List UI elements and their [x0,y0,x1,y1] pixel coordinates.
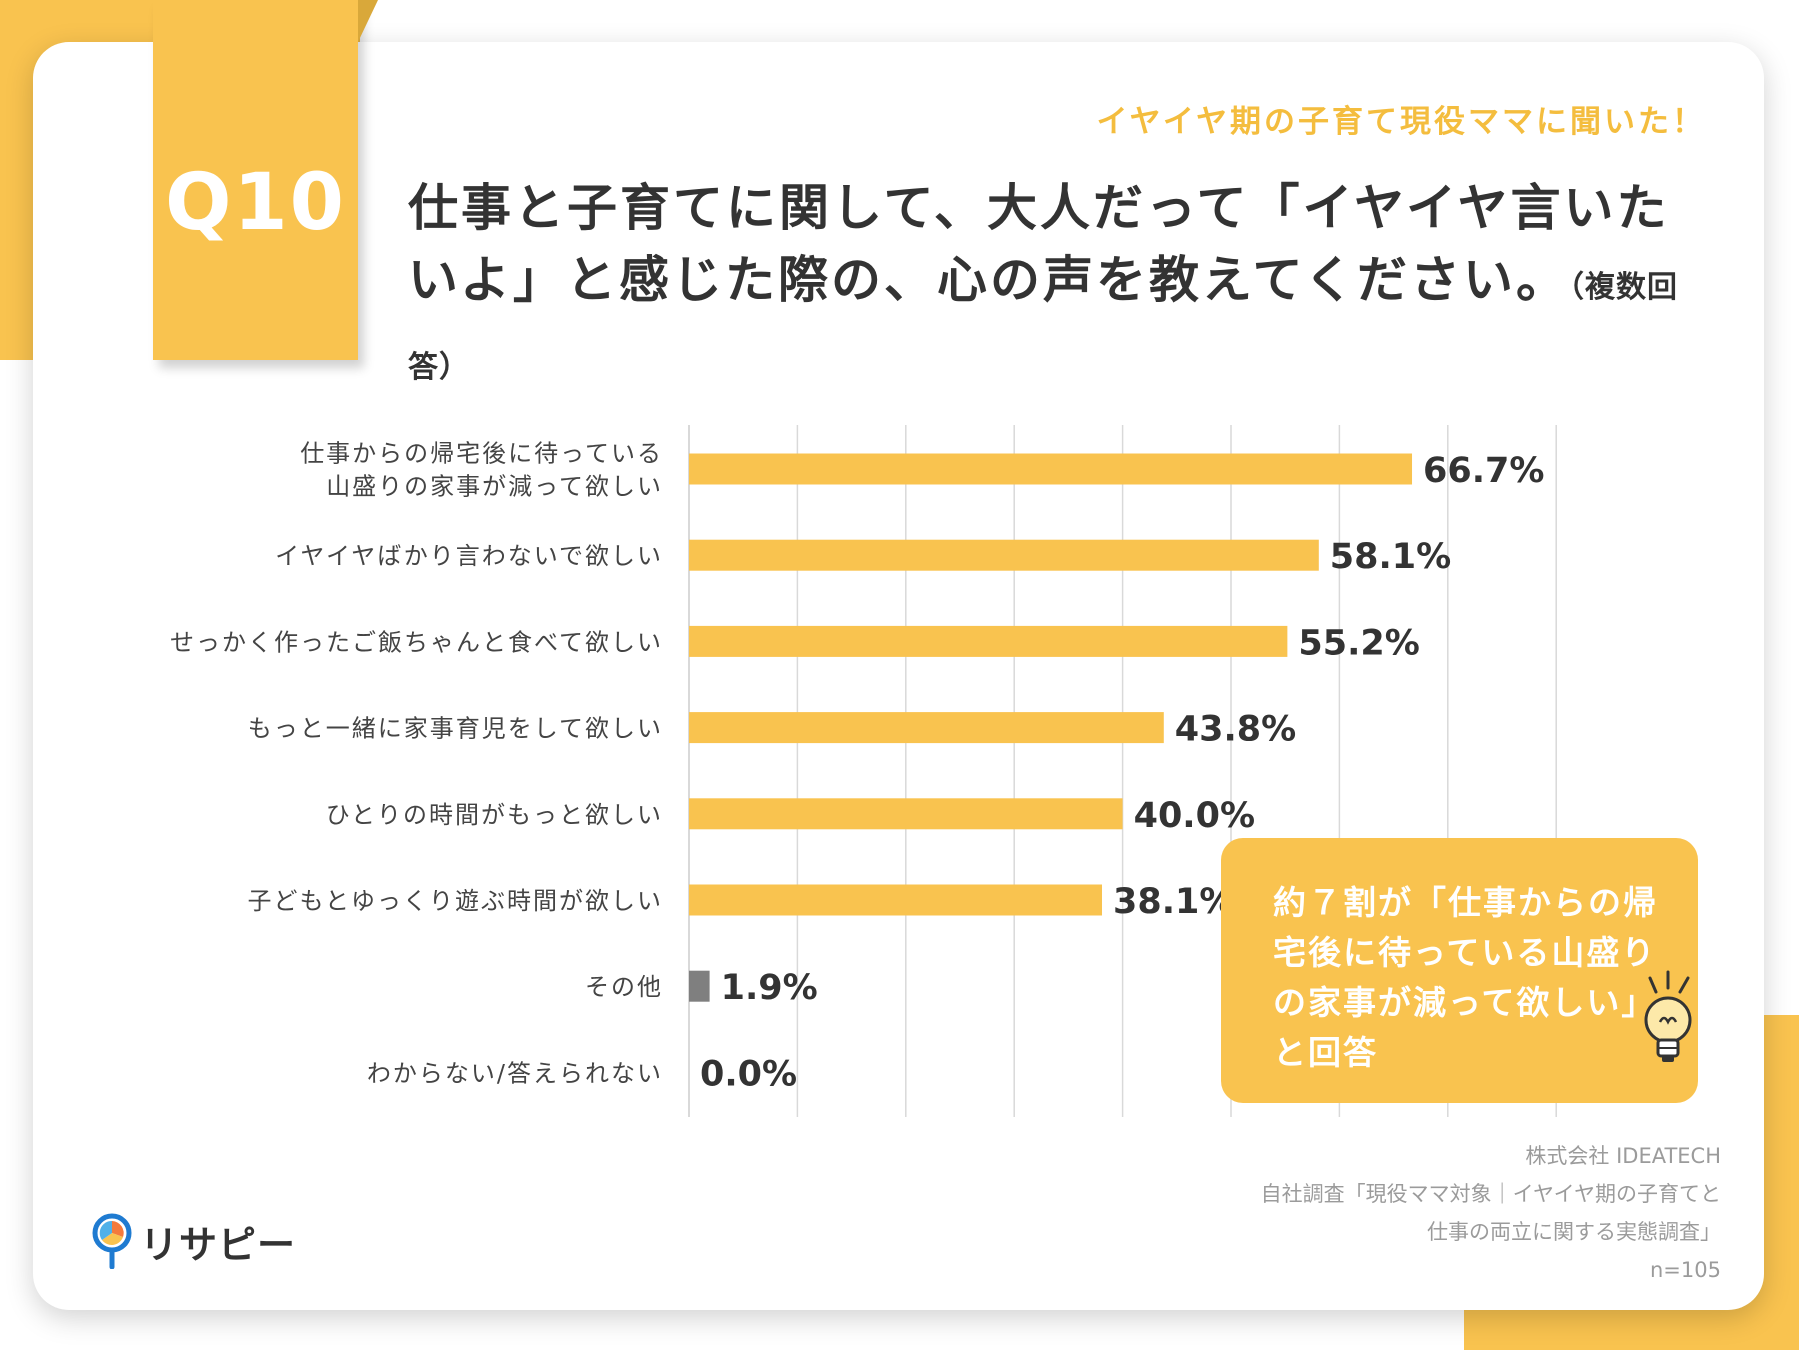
callout-line-1: 約７割が「仕事からの帰 [1273,883,1658,922]
value-label-6: 1.9% [721,968,818,1008]
category-label-0-0: 仕事からの帰宅後に待っている [300,440,663,468]
source-survey-line-1: 自社調査「現役ママ対象｜イヤイヤ期の子育てと [1260,1182,1721,1206]
value-label-3: 43.8% [1175,710,1296,750]
lightbulb-icon [1644,970,1692,1062]
question-text: 仕事と子育てに関して、大人だって「イヤイヤ言いた いよ」と感じた際の、心の声を教… [408,172,1698,404]
bar-2 [689,625,1288,657]
category-label-1: イヤイヤばかり言わないで欲しい [275,542,663,570]
source-company: 株式会社 IDEATECH [1525,1144,1721,1168]
question-badge: Q10 [153,0,358,360]
callout-line-3: の家事が減って欲しい」 [1273,983,1657,1022]
callout-line-4: と回答 [1273,1033,1378,1072]
value-label-7: 0.0% [700,1054,797,1094]
brand-logo: リサピー [92,1213,296,1269]
logo-text: リサピー [140,1222,297,1267]
subtitle: イヤイヤ期の子育て現役ママに聞いた！ [1096,104,1706,140]
question-line-1: 仕事と子育てに関して、大人だって「イヤイヤ言いた [408,179,1670,237]
bar-5 [689,884,1103,916]
category-label-6: その他 [585,973,663,1001]
question-line-2: いよ」と感じた際の、心の声を教えてください。 [408,251,1569,309]
question-note: （複数回答） [408,270,1678,385]
category-label-4: ひとりの時間がもっと欲しい [326,801,663,829]
bar-3 [689,712,1164,744]
value-label-0: 66.7% [1423,451,1544,491]
bar-6 [689,970,710,1002]
bar-0 [689,453,1413,485]
map-pin-pie-icon [92,1213,132,1269]
category-label-2: せっかく作ったご飯ちゃんと食べて欲しい [170,628,663,656]
bar-1 [689,539,1319,571]
value-label-4: 40.0% [1134,796,1255,836]
question-number: Q10 [165,158,346,248]
summary-callout: 約７割が「仕事からの帰 宅後に待っている山盛り の家事が減って欲しい」 と回答 [1221,838,1698,1103]
source-info: 株式会社 IDEATECH 自社調査「現役ママ対象｜イヤイヤ期の子育てと 仕事の… [1261,1137,1721,1289]
value-label-5: 38.1% [1113,882,1234,922]
category-label-5: 子どもとゆっくり遊ぶ時間が欲しい [247,887,663,915]
source-survey-line-2: 仕事の両立に関する実態調査」 [1427,1220,1721,1244]
category-label-3: もっと一緒に家事育児をして欲しい [248,715,663,743]
badge-fold [358,0,378,42]
sample-size: n=105 [1650,1258,1721,1282]
category-label-7: わからない/答えられない [367,1059,663,1087]
category-label-0-1: 山盛りの家事が減って欲しい [326,473,663,501]
callout-line-2: 宅後に待っている山盛り [1273,933,1657,972]
bar-4 [689,798,1123,830]
value-label-2: 55.2% [1298,623,1419,663]
value-label-1: 58.1% [1330,537,1451,577]
